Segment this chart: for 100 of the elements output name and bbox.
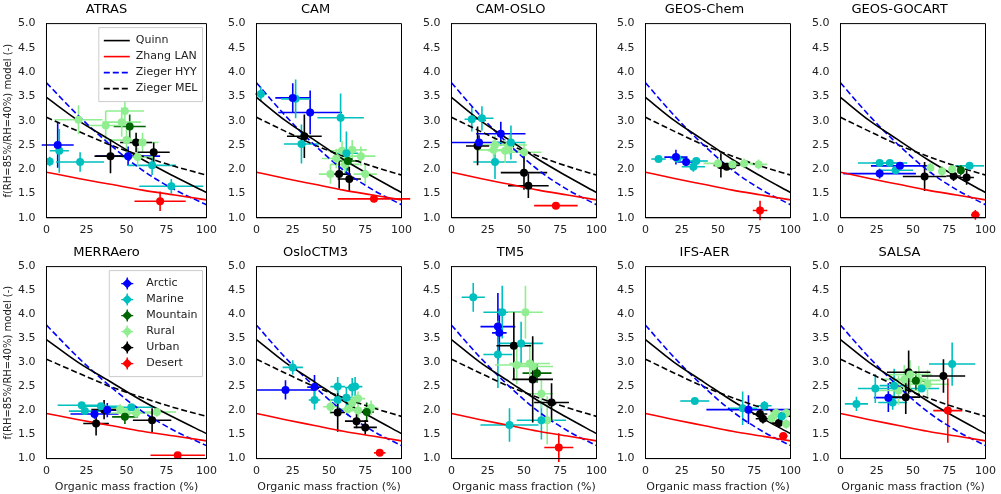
y-tick-label: 3.0 [616,113,635,127]
x-tick-label: 0 [252,223,260,237]
y-tick-label: 2.0 [811,403,829,417]
x-tick-label: 25 [869,223,884,237]
legend-label: Rural [146,324,175,338]
y-tick-label: 3.0 [422,113,440,127]
x-tick-label: 25 [480,464,495,478]
x-axis-title: Organic mass fraction (%) [646,480,790,494]
y-tick-label: 3.5 [227,89,246,103]
y-tick-label: 4.0 [616,65,635,79]
y-tick-label: 1.5 [811,186,829,200]
y-tick-label: 5.0 [227,16,246,30]
y-axis-title: f(RH=85%/RH=40%) model (-) [1,43,13,198]
x-tick-label: 25 [79,464,94,478]
y-tick-label: 5.0 [17,16,36,30]
x-tick-label: 100 [585,464,607,478]
x-tick-label: 50 [711,223,725,237]
y-tick-label: 1.5 [227,186,246,200]
x-axis-title: Organic mass fraction (%) [257,480,401,494]
x-tick-label: 100 [974,223,996,237]
y-tick-label: 2.5 [422,137,440,151]
chart-title: CAM-OSLO [475,1,545,17]
y-tick-label: 1.0 [811,210,829,224]
y-tick-label: 5.0 [811,16,829,30]
x-tick-label: 100 [196,223,217,237]
y-tick-label: 1.0 [422,210,440,224]
x-tick-label: 0 [447,223,455,237]
y-tick-label: 4.0 [811,65,829,79]
y-tick-label: 1.5 [616,427,635,441]
legend-label: Mountain [146,308,198,322]
x-tick-label: 100 [780,464,801,478]
x-tick-label: 0 [447,464,455,478]
y-tick-label: 3.5 [811,331,829,345]
x-tick-label: 25 [869,464,884,478]
y-tick-label: 2.5 [17,137,36,151]
y-tick-label: 2.0 [616,403,635,417]
x-tick-label: 100 [391,464,412,478]
y-tick-label: 3.5 [17,89,36,103]
y-tick-label: 4.0 [227,65,246,79]
y-tick-label: 5.0 [422,259,440,273]
y-tick-label: 4.0 [811,307,829,321]
y-tick-label: 4.0 [227,307,246,321]
y-tick-label: 4.5 [227,283,246,297]
legend-label: Desert [146,356,184,370]
x-tick-label: 50 [516,464,531,478]
y-tick-label: 4.5 [616,283,635,297]
legend-label: Urban [146,340,180,354]
y-tick-label: 2.0 [227,162,246,176]
x-tick-label: 75 [552,464,567,478]
x-axis-title: Organic mass fraction (%) [451,480,596,494]
x-tick-label: 25 [674,464,689,478]
y-tick-label: 4.0 [17,307,36,321]
y-tick-label: 2.0 [17,403,36,417]
x-tick-label: 0 [42,464,50,478]
y-tick-label: 1.5 [616,186,635,200]
x-tick-label: 100 [391,223,412,237]
y-tick-label: 4.0 [422,65,440,79]
y-tick-label: 1.5 [422,427,440,441]
y-tick-label: 1.5 [227,427,246,441]
y-tick-label: 4.0 [422,307,440,321]
y-tick-label: 4.5 [422,283,440,297]
y-tick-label: 2.0 [616,162,635,176]
chart-title: TM5 [495,244,524,260]
y-tick-label: 3.0 [811,355,829,369]
x-tick-label: 50 [905,223,920,237]
x-tick-label: 75 [358,464,373,478]
x-tick-label: 50 [322,223,336,237]
y-tick-label: 4.0 [616,307,635,321]
y-tick-label: 1.0 [17,210,36,224]
x-tick-label: 100 [780,223,801,237]
x-tick-label: 75 [159,223,174,237]
y-tick-label: 1.0 [811,451,829,465]
y-tick-label: 1.5 [811,427,829,441]
y-tick-label: 1.0 [17,451,36,465]
y-tick-label: 5.0 [616,16,635,30]
x-tick-label: 75 [552,223,567,237]
y-tick-label: 1.5 [17,427,36,441]
y-tick-label: 3.0 [422,355,440,369]
x-axis-title: Organic mass fraction (%) [840,480,985,494]
y-tick-label: 2.5 [422,379,440,393]
x-tick-label: 75 [747,223,762,237]
x-tick-label: 0 [252,464,260,478]
chart-title: MERRAero [73,244,140,260]
y-axis-title: f(RH=85%/RH=40%) model (-) [1,285,13,440]
x-tick-label: 50 [711,464,725,478]
x-tick-label: 75 [941,223,956,237]
chart-title: ATRAS [85,1,128,17]
y-tick-label: 1.5 [17,186,36,200]
legend-label: Quinn [135,33,169,47]
x-tick-label: 0 [641,223,649,237]
chart-title: CAM [300,1,331,17]
y-tick-label: 5.0 [616,259,635,273]
y-tick-label: 2.5 [17,379,36,393]
x-axis-title: Organic mass fraction (%) [54,480,199,494]
x-tick-label: 0 [641,464,649,478]
y-tick-label: 3.5 [811,89,829,103]
legend-label: Zieger HYY [135,65,197,79]
x-tick-label: 50 [119,223,134,237]
x-tick-label: 50 [119,464,134,478]
y-tick-label: 3.0 [616,355,635,369]
